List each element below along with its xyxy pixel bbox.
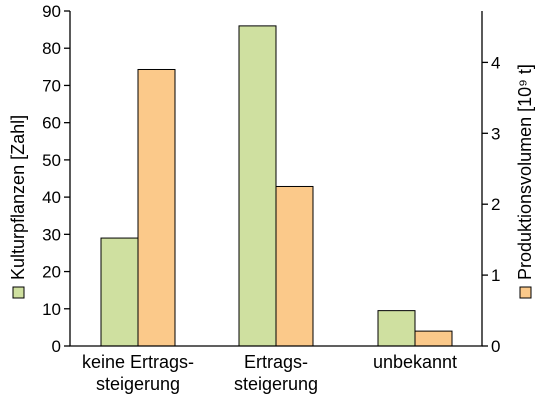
right-tick-label: 0 xyxy=(491,337,500,356)
left-tick-label: 80 xyxy=(42,39,61,58)
category-label: steigerung xyxy=(96,374,180,394)
left-axis-title-text: Kulturpflanzen [Zahl] xyxy=(8,115,28,280)
left-axis-ticks: 0 10 20 30 40 50 60 70 80 90 xyxy=(42,2,70,356)
bar-kulturpflanzen-2 xyxy=(377,310,416,347)
left-tick-label: 50 xyxy=(42,151,61,170)
category-label: steigerung xyxy=(234,374,318,394)
bars-group xyxy=(100,25,453,347)
bar-produktionsvolumen-2 xyxy=(414,330,453,347)
right-legend-swatch xyxy=(519,286,532,299)
left-tick-label: 20 xyxy=(42,263,61,282)
left-tick-label: 30 xyxy=(42,225,61,244)
right-axis-ticks: 0 1 2 3 4 xyxy=(482,53,500,356)
bar-produktionsvolumen-0 xyxy=(137,68,176,347)
left-tick-label: 90 xyxy=(42,2,61,21)
left-tick-label: 10 xyxy=(42,300,61,319)
bar-kulturpflanzen-1 xyxy=(238,25,277,347)
right-axis-title-text: Produktionsvolumen [10⁹ t] xyxy=(515,64,535,280)
axes-group xyxy=(69,11,483,347)
category-labels: keine Ertrags-steigerungErtrags-steigeru… xyxy=(82,352,457,394)
right-tick-label: 3 xyxy=(491,124,500,143)
category-label: unbekannt xyxy=(373,352,457,372)
right-tick-label: 4 xyxy=(491,53,500,72)
left-tick-label: 0 xyxy=(52,337,61,356)
category-label: Ertrags- xyxy=(244,352,308,372)
left-tick-label: 40 xyxy=(42,188,61,207)
left-axis-title: Kulturpflanzen [Zahl] xyxy=(8,115,28,299)
left-tick-label: 60 xyxy=(42,114,61,133)
category-label: keine Ertrags- xyxy=(82,352,194,372)
right-tick-label: 2 xyxy=(491,195,500,214)
bar-produktionsvolumen-1 xyxy=(275,185,314,347)
left-tick-label: 70 xyxy=(42,76,61,95)
bar-kulturpflanzen-0 xyxy=(100,237,139,347)
right-tick-label: 1 xyxy=(491,266,500,285)
left-legend-swatch xyxy=(12,286,25,299)
plot-frame xyxy=(69,11,483,347)
right-axis-title: Produktionsvolumen [10⁹ t] xyxy=(515,64,535,299)
